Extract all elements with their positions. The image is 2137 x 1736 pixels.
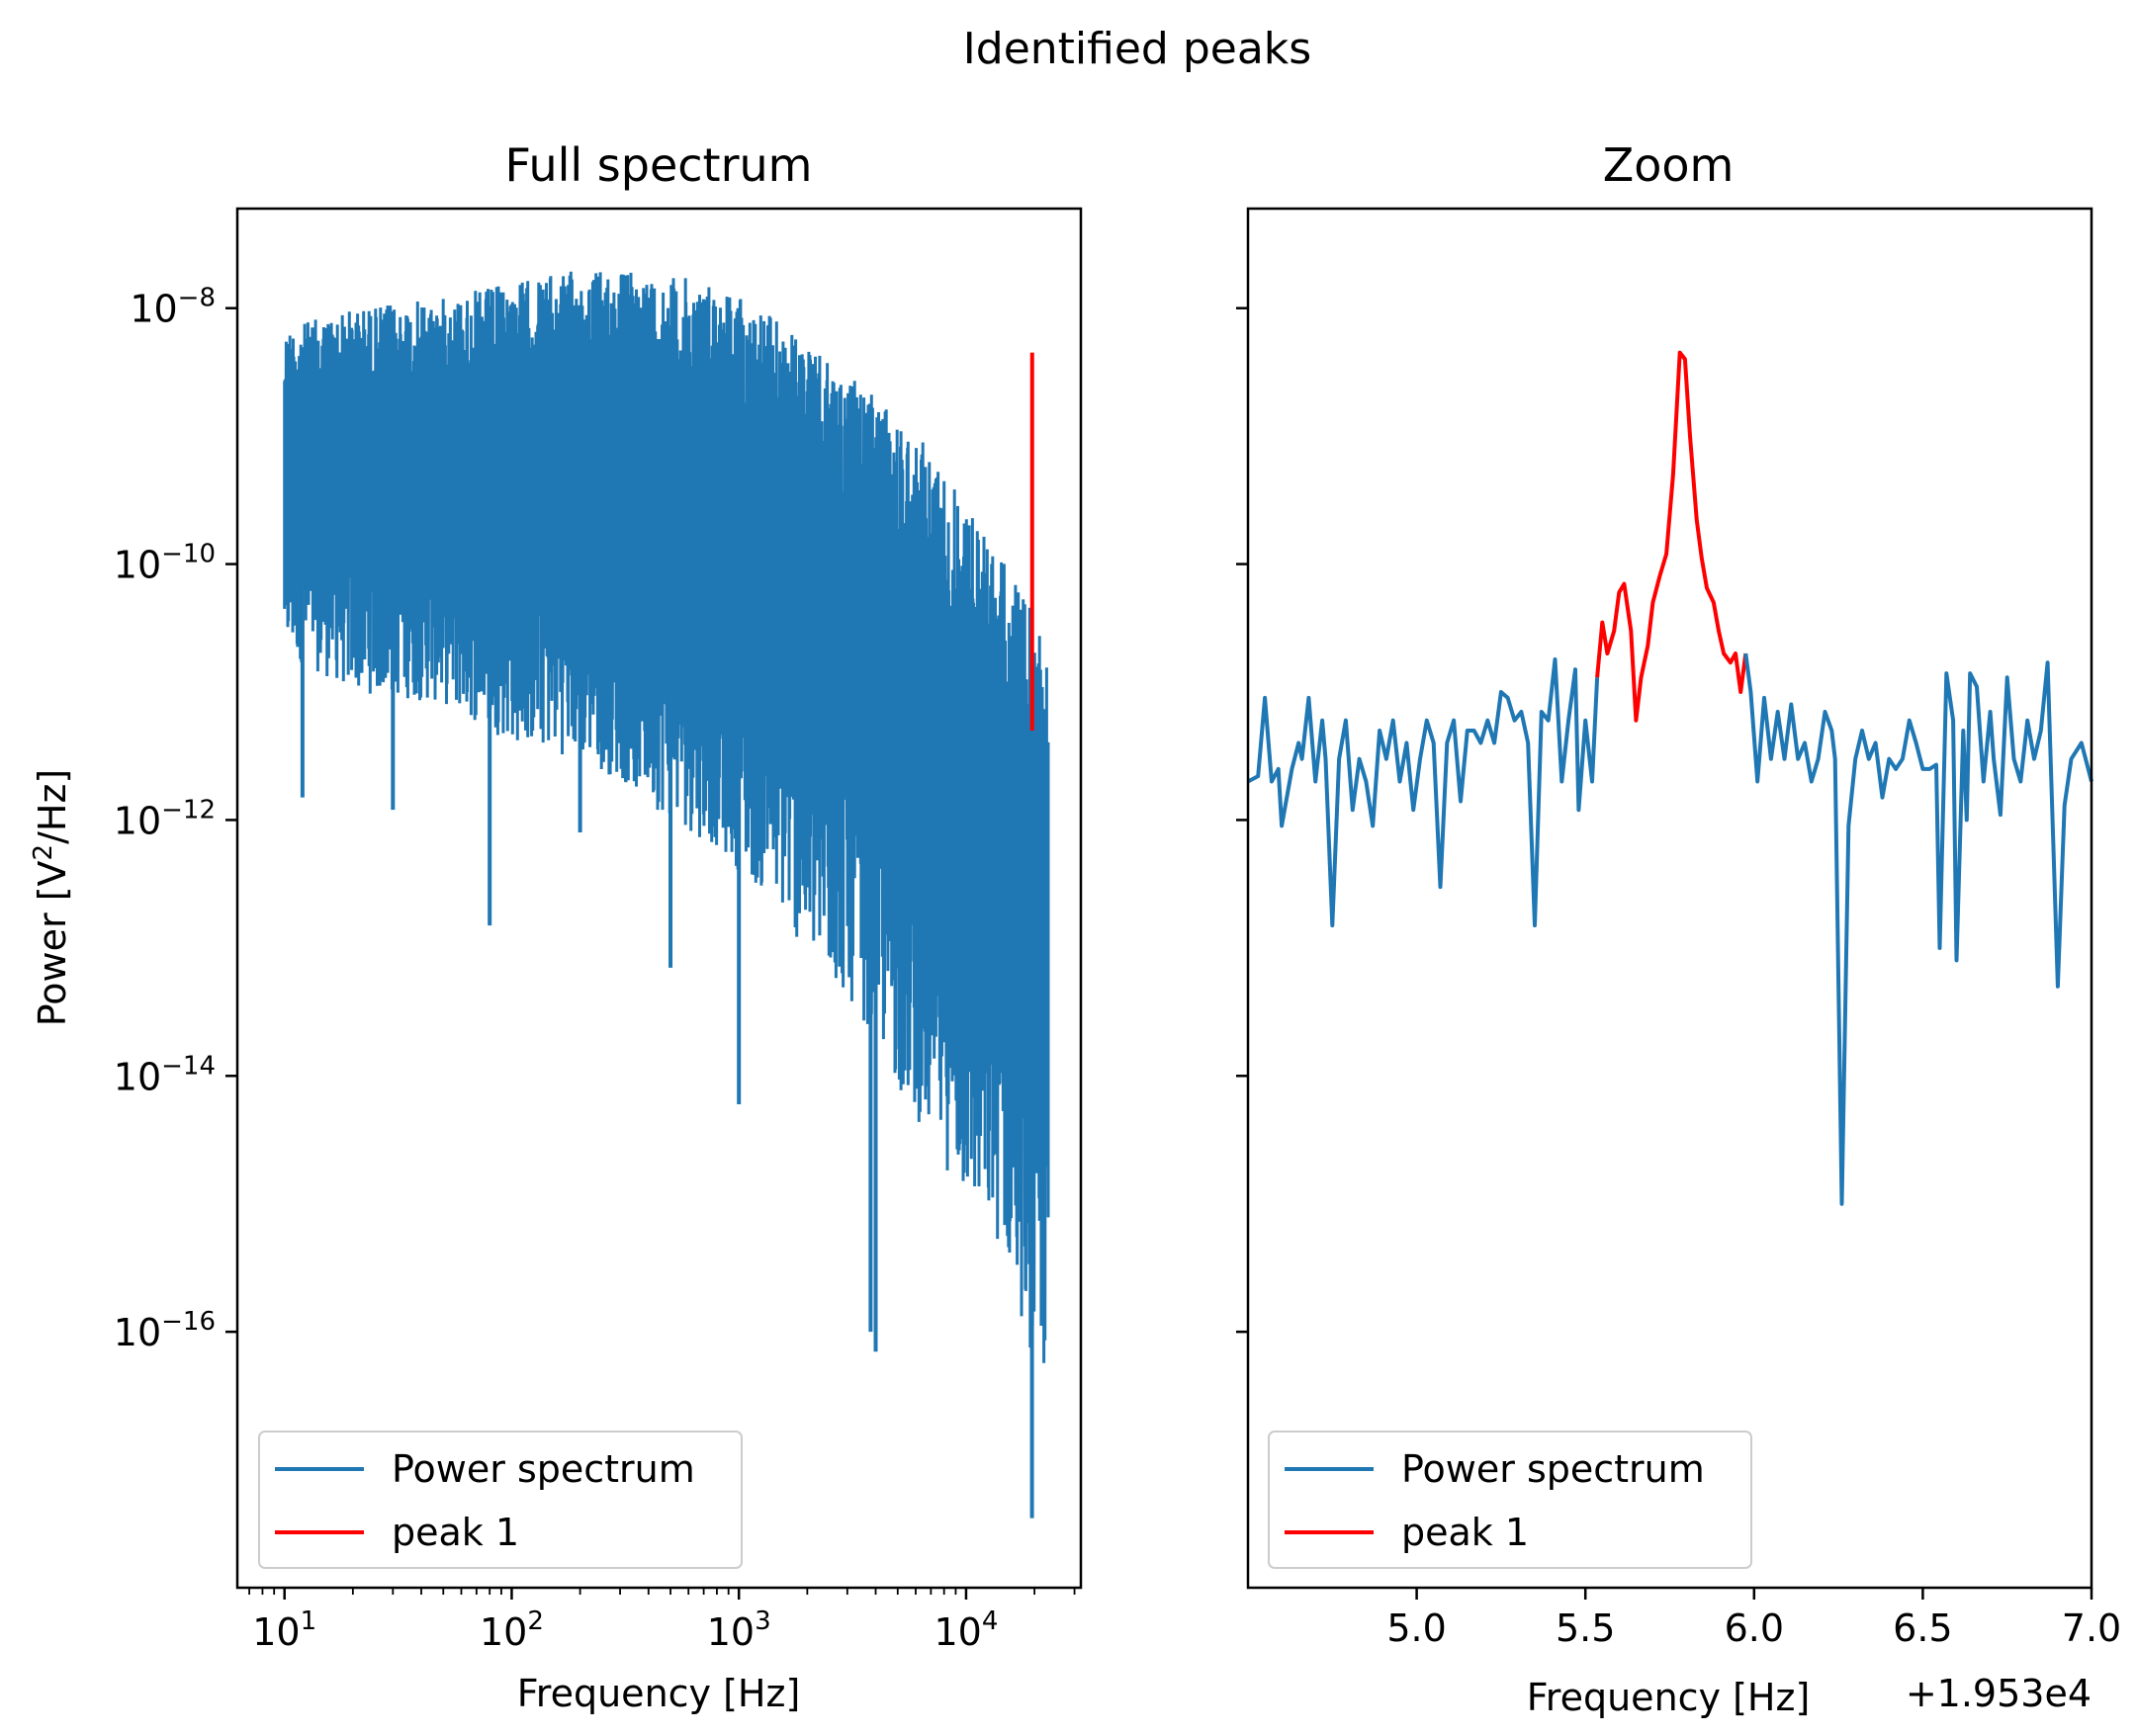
legend-label: Power spectrum bbox=[392, 1447, 695, 1491]
zoom-axes-frame bbox=[1246, 207, 2093, 1590]
y-tick-label: 10−12 bbox=[114, 795, 216, 842]
y-tick-label: 10−16 bbox=[114, 1307, 216, 1354]
y-tick-label: 10−14 bbox=[114, 1051, 216, 1098]
zoom-power-spectrum-line bbox=[1743, 652, 2093, 1206]
x-tick-label: 5.0 bbox=[1386, 1606, 1446, 1650]
full-spectrum-axes: 101 102 103 104 10−8 10−10 10−12 10−14 10−16 bbox=[114, 284, 1076, 1654]
legend-box bbox=[258, 1431, 743, 1569]
zoom-xlabel: Frequency [Hz] bbox=[1527, 1676, 1811, 1719]
x-tick-label: 103 bbox=[707, 1606, 771, 1654]
full-spectrum-plot-area bbox=[283, 271, 1050, 1519]
zoom-x-offset-label: +1.953e4 bbox=[1906, 1672, 2092, 1715]
full-spectrum-axes-frame bbox=[235, 207, 1083, 1590]
zoom-plot-area bbox=[1247, 350, 2093, 1206]
zoom-legend: Power spectrum peak 1 bbox=[1268, 1431, 1752, 1569]
zoom-title: Zoom bbox=[1603, 138, 1735, 192]
x-tick-label: 6.0 bbox=[1725, 1606, 1784, 1650]
power-spectrum-line bbox=[283, 271, 1050, 1363]
legend-label: Power spectrum bbox=[1401, 1447, 1705, 1491]
x-tick-label: 104 bbox=[934, 1606, 998, 1654]
x-tick-label: 6.5 bbox=[1893, 1606, 1952, 1650]
figure-title: Identified peaks bbox=[963, 24, 1311, 74]
zoom-panel: Zoom 5.0 5.5 6.0 6.5 7.0 Frequency [Hz] +1.9… bbox=[1236, 138, 2121, 1719]
full-spectrum-title: Full spectrum bbox=[505, 138, 813, 192]
legend-box bbox=[1268, 1431, 1752, 1569]
zoom-peak-1-line bbox=[1595, 350, 1748, 723]
x-tick-label: 102 bbox=[480, 1606, 544, 1654]
full-spectrum-panel: Full spectrum 101 102 103 104 10−8 10−10 10−12… bbox=[29, 138, 1083, 1715]
y-tick-label: 10−10 bbox=[114, 540, 216, 587]
x-tick-label: 101 bbox=[252, 1606, 316, 1654]
full-spectrum-ylabel: Power [V2/Hz] bbox=[29, 769, 74, 1027]
full-spectrum-legend: Power spectrum peak 1 bbox=[258, 1431, 743, 1569]
x-tick-label: 5.5 bbox=[1556, 1606, 1615, 1650]
legend-label: peak 1 bbox=[1401, 1511, 1529, 1554]
full-spectrum-xlabel: Frequency [Hz] bbox=[517, 1672, 801, 1715]
zoom-power-spectrum-line bbox=[1247, 657, 1600, 928]
y-tick-label: 10−8 bbox=[130, 284, 216, 331]
legend-label: peak 1 bbox=[392, 1511, 519, 1554]
x-tick-label: 7.0 bbox=[2062, 1606, 2121, 1650]
zoom-axes: 5.0 5.5 6.0 6.5 7.0 bbox=[1236, 306, 2121, 1650]
